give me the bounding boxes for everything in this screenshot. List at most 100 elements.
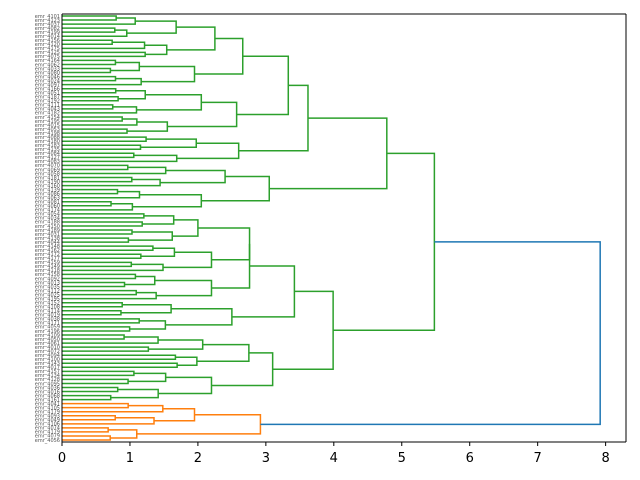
x-tick-label: 6 bbox=[466, 451, 474, 466]
dendrogram-link bbox=[62, 417, 155, 425]
dendrogram-link bbox=[62, 59, 117, 66]
leaf-label: emr_4074 bbox=[35, 426, 60, 432]
leaf-label: emr_4016 bbox=[35, 389, 60, 395]
dendrogram-link bbox=[140, 247, 176, 258]
dendrogram-link bbox=[62, 404, 164, 413]
dendrogram-link bbox=[62, 188, 119, 195]
dendrogram-link bbox=[62, 164, 129, 171]
leaf-label: emr_4195 bbox=[35, 119, 60, 125]
leaf-label: emr_4054 bbox=[35, 212, 60, 218]
dendrogram-link bbox=[62, 17, 136, 25]
merge-2.66 bbox=[194, 37, 244, 75]
leaf-label: emr_4109 bbox=[35, 333, 60, 339]
leaf-label: emr_4041 bbox=[35, 401, 60, 407]
dendrogram-link bbox=[62, 415, 116, 421]
leaf-label: emr_4156 bbox=[35, 38, 60, 44]
leaf-label: emr_4128 bbox=[35, 377, 60, 383]
leaf-label: emr_4025 bbox=[35, 292, 60, 298]
dendrogram-link bbox=[62, 178, 161, 187]
leaf-label: emr_4157 bbox=[35, 369, 60, 375]
dendrogram-link bbox=[62, 104, 114, 110]
dendrogram-link bbox=[160, 169, 226, 184]
dendrogram-link bbox=[139, 65, 196, 83]
dendrogram-link bbox=[62, 291, 157, 300]
leaf-label: emr_4138 bbox=[35, 236, 60, 242]
leaf-label: emr_4014 bbox=[35, 34, 60, 40]
dendrogram-link bbox=[62, 310, 122, 316]
leaf-label: emr_4152 bbox=[35, 300, 60, 306]
dendrogram-link bbox=[62, 190, 141, 199]
leaf-label: emr_4108 bbox=[35, 305, 60, 311]
dendrogram-link bbox=[62, 116, 123, 122]
dendrogram-link bbox=[62, 334, 125, 340]
dendrogram-link bbox=[175, 356, 198, 367]
dendrogram-link bbox=[62, 166, 167, 175]
leaf-label: emr_4199 bbox=[35, 30, 60, 36]
dendrogram-link bbox=[62, 41, 146, 50]
leaf-label: emr_4112 bbox=[35, 288, 60, 294]
leaf-label: emr_4051 bbox=[35, 91, 60, 97]
leaf-label: emr_4166 bbox=[35, 86, 60, 92]
dendrogram-link bbox=[132, 193, 203, 208]
leaf-label: emr_4127 bbox=[35, 155, 60, 161]
dendrogram-link bbox=[165, 308, 233, 326]
leaf-label: emr_4179 bbox=[35, 430, 60, 436]
leaf-label: emr_4143 bbox=[35, 361, 60, 367]
leaf-label: emr_4033 bbox=[35, 66, 60, 72]
leaf-label: emr_4046 bbox=[35, 74, 60, 80]
leaf-label: emr_4061 bbox=[35, 341, 60, 347]
merge-2.92 bbox=[136, 413, 262, 435]
leaf-label: emr_4081 bbox=[35, 200, 60, 206]
leaf-label: emr_4100 bbox=[35, 357, 60, 363]
dendrogram-link bbox=[176, 142, 240, 160]
leaf-label: emr_4188 bbox=[35, 220, 60, 226]
dendrogram-link bbox=[62, 144, 142, 151]
dendrogram-link bbox=[142, 215, 175, 225]
leaf-label: emr_4079 bbox=[35, 434, 60, 440]
dendrogram-link bbox=[62, 77, 142, 86]
dendrogram-link bbox=[62, 213, 145, 219]
leaf-label: emr_4060 bbox=[35, 204, 60, 210]
dendrogram-link bbox=[62, 253, 142, 260]
merge-4.78 bbox=[269, 117, 388, 190]
leaf-label: emr_4010 bbox=[35, 345, 60, 351]
leaf-label: emr_4154 bbox=[35, 115, 60, 121]
leaf-label: emr_4082 bbox=[35, 26, 60, 32]
dendrogram-link bbox=[172, 219, 199, 237]
leaf-label: emr_4159 bbox=[35, 260, 60, 266]
leaf-label: emr_4037 bbox=[35, 22, 60, 28]
merge-3.05 bbox=[201, 175, 271, 202]
leaf-label: emr_4049 bbox=[35, 418, 60, 424]
dendrogram-link bbox=[62, 301, 123, 308]
leaf-label: emr_4161 bbox=[35, 397, 60, 403]
merge-2.57 bbox=[167, 101, 238, 128]
dendrogram-link bbox=[129, 320, 167, 330]
dendrogram-link bbox=[62, 435, 111, 441]
leaf-label: emr_4179 bbox=[35, 410, 60, 416]
x-tick-label: 7 bbox=[534, 451, 542, 466]
dendrogram-link bbox=[62, 118, 138, 126]
merge-3.62 bbox=[238, 84, 309, 152]
leaf-label: emr_4094 bbox=[35, 353, 60, 359]
leaf-label: emr_4134 bbox=[35, 373, 60, 379]
leaf-label: emr_4198 bbox=[35, 131, 60, 137]
leaf-label: emr_4189 bbox=[35, 228, 60, 234]
leaf-label: emr_4150 bbox=[35, 224, 60, 230]
dendrogram-link bbox=[144, 44, 168, 56]
dendrogram-link bbox=[62, 394, 112, 401]
leaf-label: emr_4015 bbox=[35, 123, 60, 129]
leaf-label: emr_4080 bbox=[35, 70, 60, 76]
dendrogram-link bbox=[62, 318, 140, 324]
dendrogram-link bbox=[136, 94, 203, 111]
dendrogram-link bbox=[62, 128, 128, 134]
dendrogram-link bbox=[62, 362, 178, 369]
leaf-label: emr_4038 bbox=[35, 317, 60, 323]
leaf-label: emr_4162 bbox=[35, 248, 60, 254]
dendrogram-link bbox=[126, 20, 177, 34]
dendrogram-link bbox=[140, 138, 198, 148]
leaf-label: emr_4024 bbox=[35, 78, 60, 84]
merge-3.10 bbox=[211, 352, 274, 387]
leaf-label: emr_4063 bbox=[35, 196, 60, 202]
leaf-label: emr_4062 bbox=[35, 62, 60, 68]
leaf-label: emr_4072 bbox=[35, 349, 60, 355]
